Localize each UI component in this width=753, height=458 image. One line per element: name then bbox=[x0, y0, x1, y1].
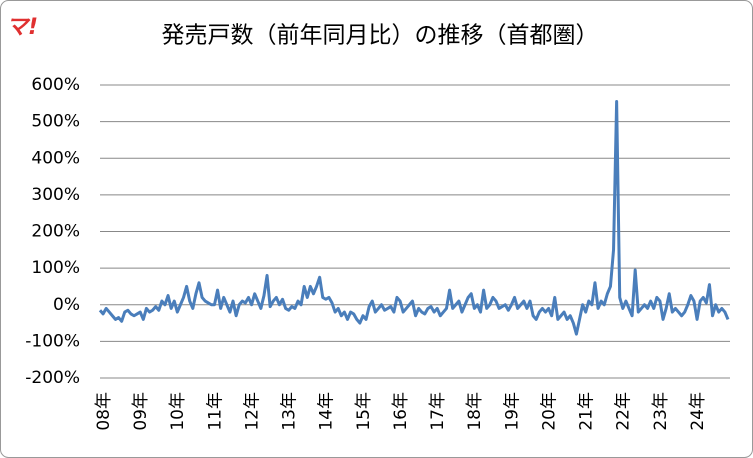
y-tick-label: 200% bbox=[31, 222, 80, 242]
x-tick-label: 21年 bbox=[577, 392, 597, 431]
x-tick-label: 20年 bbox=[539, 392, 559, 431]
chart-title: 発売戸数（前年同月比）の推移（首都圏） bbox=[162, 23, 599, 49]
y-tick-label: 100% bbox=[31, 258, 80, 278]
y-tick-label: 500% bbox=[31, 112, 80, 132]
x-tick-label: 11年 bbox=[205, 392, 225, 431]
x-tick-label: 10年 bbox=[168, 392, 188, 431]
x-tick-label: 12年 bbox=[242, 392, 262, 431]
y-tick-label: 0% bbox=[53, 295, 80, 315]
x-tick-label: 23年 bbox=[651, 392, 671, 431]
x-tick-label: 09年 bbox=[131, 392, 151, 431]
y-tick-label: 300% bbox=[31, 185, 80, 205]
data-line bbox=[98, 99, 730, 336]
x-tick-label: 24年 bbox=[688, 392, 708, 431]
brand-logo: マ! bbox=[6, 15, 38, 40]
x-tick-label: 22年 bbox=[614, 392, 634, 431]
x-tick-label: 15年 bbox=[354, 392, 374, 431]
x-tick-label: 18年 bbox=[465, 392, 485, 431]
y-tick-label: 400% bbox=[31, 148, 80, 168]
x-tick-label: 14年 bbox=[317, 392, 337, 431]
y-tick-label: -200% bbox=[25, 368, 80, 388]
y-tick-label: 600% bbox=[31, 75, 80, 95]
x-tick-label: 13年 bbox=[280, 392, 300, 431]
x-tick-label: 17年 bbox=[428, 392, 448, 431]
x-tick-label: 19年 bbox=[502, 392, 522, 431]
y-tick-label: -100% bbox=[25, 331, 80, 351]
x-tick-label: 08年 bbox=[94, 392, 114, 431]
x-tick-label: 16年 bbox=[391, 392, 411, 431]
